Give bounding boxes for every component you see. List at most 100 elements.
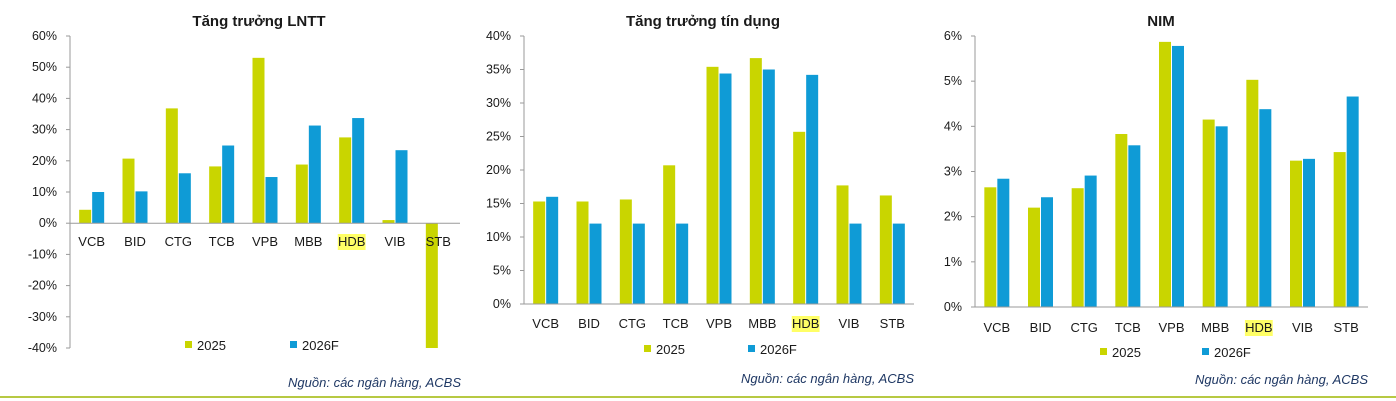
y-axis-ticks: 6% 5% 4% 3% 2% 1% 0% (944, 29, 976, 314)
legend: 2025 2026F (644, 342, 797, 357)
category-label-ctg: CTG (1070, 320, 1097, 335)
category-label-tcb: TCB (209, 234, 235, 249)
category-label-bid: BID (1030, 320, 1052, 335)
y-tick-label: 2% (944, 210, 962, 224)
bar-bid-2026f (135, 191, 148, 224)
category-label-hdb: HDB (338, 234, 365, 249)
legend-swatch-2026f (290, 341, 297, 348)
bar-vpb-2025 (1159, 41, 1171, 307)
bar-tcb-2026f (1128, 145, 1141, 307)
category-label-hdb: HDB (792, 316, 819, 331)
bar-vib-2026f (849, 223, 862, 304)
category-label-vcb: VCB (983, 320, 1010, 335)
category-label-vib: VIB (1292, 320, 1313, 335)
chart-title: NIM (1147, 13, 1175, 30)
category-label-bid: BID (124, 234, 146, 249)
bar-vpb-2026f (265, 177, 278, 224)
bar-tcb-2025 (663, 165, 676, 304)
chart-title: Tăng trưởng LNTT (192, 13, 325, 30)
bar-vcb-2025 (984, 187, 997, 307)
legend-swatch-2026f (1202, 348, 1209, 355)
y-tick-label: 40% (32, 91, 57, 105)
bar-stb-2025 (879, 195, 892, 304)
bar-bid-2025 (576, 201, 589, 304)
category-label-vcb: VCB (532, 316, 559, 331)
y-tick-label: 5% (493, 264, 511, 278)
category-label-vpb: VPB (252, 234, 278, 249)
y-axis-ticks: 60% 50% 40% 30% 20% 10% 0% -10% -20% -30% -40% (28, 29, 71, 355)
y-tick-label: -10% (28, 247, 57, 261)
legend-label-2025: 2025 (656, 342, 685, 357)
highlight-hdb (337, 234, 366, 250)
y-tick-label: 4% (944, 119, 962, 133)
y-tick-label: 20% (486, 163, 511, 177)
y-tick-label: 0% (39, 216, 57, 230)
bar-vcb-2025 (79, 209, 92, 224)
category-label-hdb: HDB (1245, 320, 1272, 335)
bar-vcb-2025 (533, 201, 546, 304)
bar-stb-2025 (1333, 152, 1346, 307)
y-tick-label: 30% (32, 123, 57, 137)
category-labels: VCB BID CTG TCB VPB MBB HDB VIB STB (983, 320, 1359, 336)
bar-ctg-2026f (632, 223, 645, 304)
bar-tcb-2025 (209, 166, 222, 224)
y-tick-label: 25% (486, 130, 511, 144)
category-labels: VCB BID CTG TCB VPB MBB HDB VIB STB (78, 234, 451, 250)
bar-mbb-2025 (295, 164, 308, 224)
chart-lntt-growth: Tăng trưởng LNTT 60% 50% 40% 30% 20% 10% 0% -10… (28, 13, 462, 390)
legend-label-2026f: 2026F (302, 338, 339, 353)
y-tick-label: -30% (28, 310, 57, 324)
category-label-stb: STB (880, 316, 905, 331)
category-label-vib: VIB (839, 316, 860, 331)
bar-ctg-2025 (1071, 188, 1084, 307)
category-label-ctg: CTG (619, 316, 646, 331)
bar-tcb-2026f (222, 145, 235, 224)
bar-bid-2025 (122, 158, 135, 224)
bar-vib-2025 (836, 185, 849, 304)
source-note: Nguồn: các ngân hàng, ACBS (288, 375, 461, 390)
category-label-bid: BID (578, 316, 600, 331)
bar-bid-2026f (1041, 197, 1053, 307)
y-tick-label: 3% (944, 165, 962, 179)
category-label-vcb: VCB (78, 234, 105, 249)
bar-vcb-2026f (546, 196, 559, 304)
chart-credit-growth: Tăng trưởng tín dụng 40% 35% 30% 25% 20% 15% 1… (486, 13, 914, 386)
y-tick-label: -40% (28, 341, 57, 355)
bottom-rule (0, 396, 1396, 398)
bar-hdb-2025 (339, 137, 352, 224)
category-label-stb: STB (1334, 320, 1359, 335)
y-tick-label: 60% (32, 29, 57, 43)
y-tick-label: 1% (944, 255, 962, 269)
legend-label-2026f: 2026F (760, 342, 797, 357)
legend: 2025 2026F (1100, 345, 1251, 360)
category-label-vpb: VPB (706, 316, 732, 331)
category-label-mbb: MBB (1201, 320, 1229, 335)
bar-vib-2026f (1303, 158, 1315, 307)
bars (524, 58, 914, 305)
y-tick-label: 0% (944, 300, 962, 314)
bar-ctg-2025 (165, 108, 178, 224)
bar-stb-2026f (1346, 96, 1359, 307)
bar-bid-2026f (589, 223, 602, 304)
bar-vpb-2025 (252, 57, 265, 224)
bar-hdb-2025 (793, 131, 806, 304)
source-note: Nguồn: các ngân hàng, ACBS (1195, 372, 1368, 387)
chart-nim: NIM 6% 5% 4% 3% 2% 1% 0% VCB BID CTG TCB VPB MBB HDB… (944, 13, 1368, 387)
bar-stb-2026f (892, 223, 905, 304)
y-tick-label: 20% (32, 154, 57, 168)
bar-hdb-2026f (1259, 109, 1272, 307)
bar-stb-2025 (425, 223, 438, 348)
bar-vib-2025 (1290, 160, 1302, 307)
bar-hdb-2026f (806, 74, 819, 304)
y-tick-label: -20% (28, 279, 57, 293)
highlight-hdb (791, 316, 820, 332)
category-label-mbb: MBB (748, 316, 776, 331)
bar-hdb-2026f (352, 118, 365, 224)
y-tick-label: 6% (944, 29, 962, 43)
category-label-vib: VIB (385, 234, 406, 249)
bar-mbb-2026f (308, 125, 321, 224)
y-tick-label: 10% (32, 185, 57, 199)
bar-mbb-2025 (749, 58, 762, 304)
bar-tcb-2026f (676, 223, 689, 304)
